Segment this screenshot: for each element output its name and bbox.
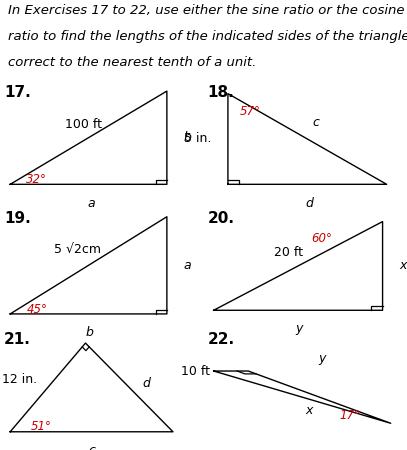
Text: 60°: 60° bbox=[311, 232, 332, 245]
Text: b: b bbox=[85, 326, 94, 339]
Text: x: x bbox=[399, 259, 406, 272]
Text: 32°: 32° bbox=[26, 173, 47, 186]
Text: 100 ft: 100 ft bbox=[65, 118, 102, 131]
Text: a: a bbox=[88, 197, 95, 210]
Text: c: c bbox=[88, 444, 95, 450]
Text: 22.: 22. bbox=[208, 332, 235, 347]
Text: 12 in.: 12 in. bbox=[2, 373, 37, 386]
Text: a: a bbox=[183, 259, 191, 272]
Text: y: y bbox=[295, 322, 303, 335]
Text: d: d bbox=[142, 377, 150, 390]
Text: correct to the nearest tenth of a unit.: correct to the nearest tenth of a unit. bbox=[8, 56, 256, 69]
Text: 5 √2cm: 5 √2cm bbox=[54, 243, 101, 256]
Text: 17.: 17. bbox=[4, 85, 31, 100]
Text: 17°: 17° bbox=[340, 410, 361, 423]
Text: y: y bbox=[318, 352, 325, 365]
Text: c: c bbox=[312, 116, 319, 129]
Text: 19.: 19. bbox=[4, 211, 31, 225]
Text: 51°: 51° bbox=[31, 420, 51, 433]
Text: 20 ft: 20 ft bbox=[274, 246, 304, 259]
Text: ratio to find the lengths of the indicated sides of the triangle: ratio to find the lengths of the indicat… bbox=[8, 30, 407, 43]
Text: 45°: 45° bbox=[26, 302, 47, 315]
Text: 5 in.: 5 in. bbox=[184, 132, 212, 145]
Text: x: x bbox=[306, 404, 313, 417]
Text: b: b bbox=[183, 131, 191, 144]
Text: In Exercises 17 to 22, use either the sine ratio or the cosine: In Exercises 17 to 22, use either the si… bbox=[8, 4, 405, 17]
Text: d: d bbox=[305, 197, 313, 210]
Text: 57°: 57° bbox=[240, 105, 261, 118]
Text: 10 ft: 10 ft bbox=[181, 364, 210, 378]
Text: 21.: 21. bbox=[4, 332, 31, 347]
Text: 20.: 20. bbox=[208, 211, 234, 225]
Text: 18.: 18. bbox=[208, 85, 234, 100]
